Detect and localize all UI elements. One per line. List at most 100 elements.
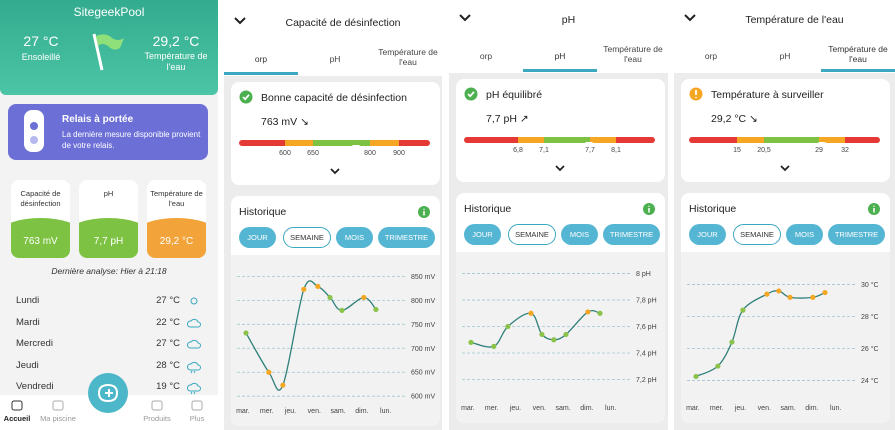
forecast-day: Lundi — [16, 295, 40, 306]
scale-label: 7,7 — [585, 147, 595, 154]
marker — [585, 142, 593, 147]
rain — [190, 391, 196, 395]
nav-icon — [151, 400, 163, 411]
data-point — [563, 331, 569, 338]
nav-label[interactable]: Accueil — [3, 414, 31, 423]
history-line — [245, 280, 377, 391]
scale-marker — [352, 145, 360, 150]
scale-segment — [689, 137, 737, 143]
scan-button[interactable] — [88, 373, 128, 413]
back-chevron — [684, 14, 696, 22]
status-value: 29,2 °C ↘ — [711, 113, 758, 125]
tab[interactable]: pH — [779, 51, 791, 61]
period-button[interactable]: MOIS — [786, 224, 823, 245]
period-button[interactable]: MOIS — [561, 224, 598, 245]
nav-label[interactable]: Produits — [143, 414, 171, 423]
tab[interactable]: pH — [329, 54, 341, 64]
relay-icon — [24, 110, 44, 152]
tab[interactable]: orp — [254, 54, 268, 64]
data-point — [539, 331, 545, 338]
status-glyph — [242, 94, 250, 101]
tab[interactable]: Température de l'eau — [828, 44, 888, 64]
weather-icon — [190, 297, 198, 305]
nav-icon — [191, 400, 203, 411]
scale-segment — [518, 137, 544, 143]
chevron — [459, 14, 471, 22]
x-tick-label: jeu. — [734, 405, 746, 412]
period-button[interactable]: TRIMESTRE — [378, 227, 435, 248]
status-value: 763 mV ↘ — [261, 116, 309, 128]
x-tick-label: lun. — [830, 405, 841, 412]
period-button[interactable]: JOUR — [689, 224, 726, 245]
info-icon — [418, 206, 430, 218]
nav-icon-shape — [11, 400, 23, 411]
history-line — [695, 290, 826, 378]
period-button[interactable]: TRIMESTRE — [603, 224, 660, 245]
status-text: Bonne capacité de désinfection — [261, 92, 407, 104]
tab[interactable]: Température de l'eau — [378, 47, 438, 67]
weather-temp: 27 °C — [23, 33, 59, 49]
data-point — [505, 323, 511, 330]
scan-icon — [98, 383, 119, 403]
weather-label: Ensoleillé — [21, 52, 61, 62]
scale-label: 20,5 — [757, 147, 771, 154]
x-tick-label: jeu. — [284, 408, 296, 415]
cloud — [186, 339, 201, 349]
x-tick-label: mar. — [461, 405, 475, 412]
status-icon — [239, 90, 253, 104]
x-tick-label: mar. — [686, 405, 700, 412]
y-tick-label: 800 mV — [411, 298, 435, 305]
y-tick-label: 26 °C — [861, 345, 879, 353]
cloud — [186, 361, 201, 370]
gauge-fill — [147, 218, 206, 258]
x-tick-label: sam. — [331, 408, 346, 415]
period-button[interactable]: SEMAINE — [283, 227, 331, 248]
status-card: pH équilibré 7,7 pH ↗ 6,8 7,1 7,7 8,1 — [456, 79, 665, 182]
scale-segment — [239, 140, 285, 146]
tab[interactable]: Température de l'eau — [603, 44, 663, 64]
screen-title: Température de l'eau — [745, 14, 844, 26]
x-tick-label: lun. — [380, 408, 391, 415]
tab[interactable]: pH — [554, 51, 566, 61]
period-button[interactable]: SEMAINE — [733, 224, 781, 245]
x-tick-label: dim. — [355, 408, 368, 415]
cloud — [186, 382, 201, 392]
period-button[interactable]: MOIS — [336, 227, 373, 248]
data-point — [301, 286, 307, 292]
period-button[interactable]: TRIMESTRE — [828, 224, 885, 245]
rain — [190, 370, 196, 373]
period-button[interactable]: JOUR — [239, 227, 276, 248]
history-chart: 600 mV 650 mV 700 mV 750 mV 800 mV 850 mV mar.… — [236, 274, 435, 415]
back-chevron — [459, 14, 471, 22]
forecast-temp: 27 °C — [156, 338, 180, 349]
nav-label[interactable]: Ma piscine — [40, 414, 76, 423]
status-text: Température à surveiller — [711, 89, 824, 101]
y-tick-label: 750 mV — [411, 322, 435, 329]
data-point — [715, 363, 721, 369]
y-tick-label: 28 °C — [861, 313, 879, 321]
scale-segment — [845, 137, 880, 143]
nav-icon-shape — [151, 400, 163, 411]
x-tick-label: mer. — [710, 405, 724, 412]
relay-dot — [30, 136, 38, 144]
y-tick-label: 30 °C — [861, 281, 879, 289]
data-point — [315, 283, 321, 290]
data-point — [597, 310, 603, 316]
chevron — [234, 17, 246, 25]
tab[interactable]: orp — [704, 51, 718, 61]
tab[interactable]: orp — [479, 51, 493, 61]
data-point — [585, 309, 591, 315]
relay-card: Relais à portée La dernière mesure dispon… — [8, 104, 208, 160]
period-button[interactable]: JOUR — [464, 224, 501, 245]
x-tick-label: ven. — [758, 405, 771, 412]
x-tick-label: sam. — [556, 405, 571, 412]
info-icon — [643, 203, 655, 215]
period-button[interactable]: SEMAINE — [508, 224, 556, 245]
status-card: Température à surveiller 29,2 °C ↘ 15 20,5 2… — [681, 79, 890, 182]
data-point — [729, 339, 735, 345]
nav-label[interactable]: Plus — [189, 414, 205, 423]
status-value: 7,7 pH ↗ — [486, 113, 529, 125]
y-tick-label: 7,6 pH — [636, 324, 657, 331]
x-tick-label: jeu. — [509, 405, 521, 412]
scale-label: 800 — [364, 150, 376, 157]
